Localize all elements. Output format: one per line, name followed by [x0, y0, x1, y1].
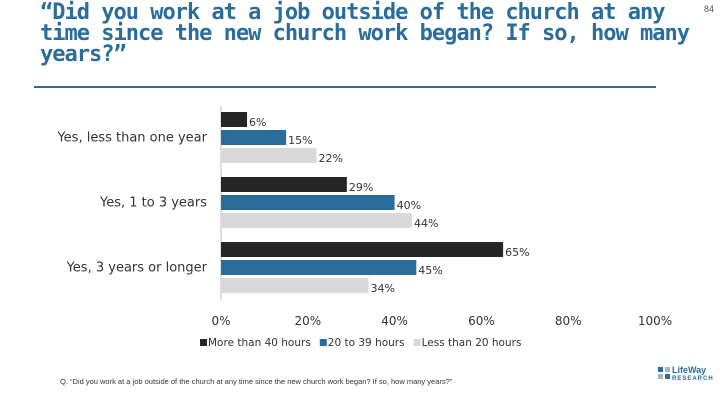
page-number: 84 [703, 4, 714, 14]
bar [221, 112, 248, 127]
bar [221, 130, 287, 145]
x-tick-label: 40% [381, 314, 408, 328]
data-label: 29% [349, 181, 373, 194]
x-tick-label: 60% [468, 314, 495, 328]
lifeway-logo-icon [658, 367, 670, 379]
slide-title: “Did you work at a job outside of the ch… [40, 0, 690, 67]
category-label: Yes, less than one year [56, 131, 207, 146]
legend-label: More than 40 hours [208, 337, 311, 349]
bar [221, 260, 417, 275]
data-label: 44% [414, 217, 438, 230]
bar [221, 278, 369, 293]
x-tick-label: 20% [294, 314, 321, 328]
legend-label: 20 to 39 hours [328, 337, 405, 349]
legend-swatch [319, 339, 327, 346]
bar [221, 195, 395, 210]
title-underline [34, 86, 656, 88]
data-label: 22% [318, 152, 342, 165]
data-label: 40% [397, 199, 421, 212]
x-tick-label: 80% [555, 314, 582, 328]
category-label: Yes, 3 years or longer [66, 261, 208, 276]
x-tick-label: 100% [638, 314, 672, 328]
data-label: 65% [505, 246, 529, 259]
data-label: 45% [418, 264, 442, 277]
bar [221, 213, 412, 228]
bar [221, 177, 347, 192]
data-label: 6% [249, 116, 266, 129]
data-label: 15% [288, 134, 312, 147]
category-label: Yes, 1 to 3 years [99, 196, 207, 211]
lifeway-logo: LifeWay RESEARCH [656, 364, 713, 394]
data-label: 34% [371, 282, 395, 295]
logo-name: LifeWay [672, 365, 707, 375]
x-tick-label: 0% [211, 314, 230, 328]
legend-swatch [200, 339, 207, 346]
bar [221, 148, 317, 163]
footnote: Q. “Did you work at a job outside of the… [60, 377, 453, 386]
bar [221, 242, 504, 257]
legend-swatch [413, 339, 421, 346]
legend-label: Less than 20 hours [422, 337, 522, 349]
logo-sub: RESEARCH [672, 376, 714, 382]
